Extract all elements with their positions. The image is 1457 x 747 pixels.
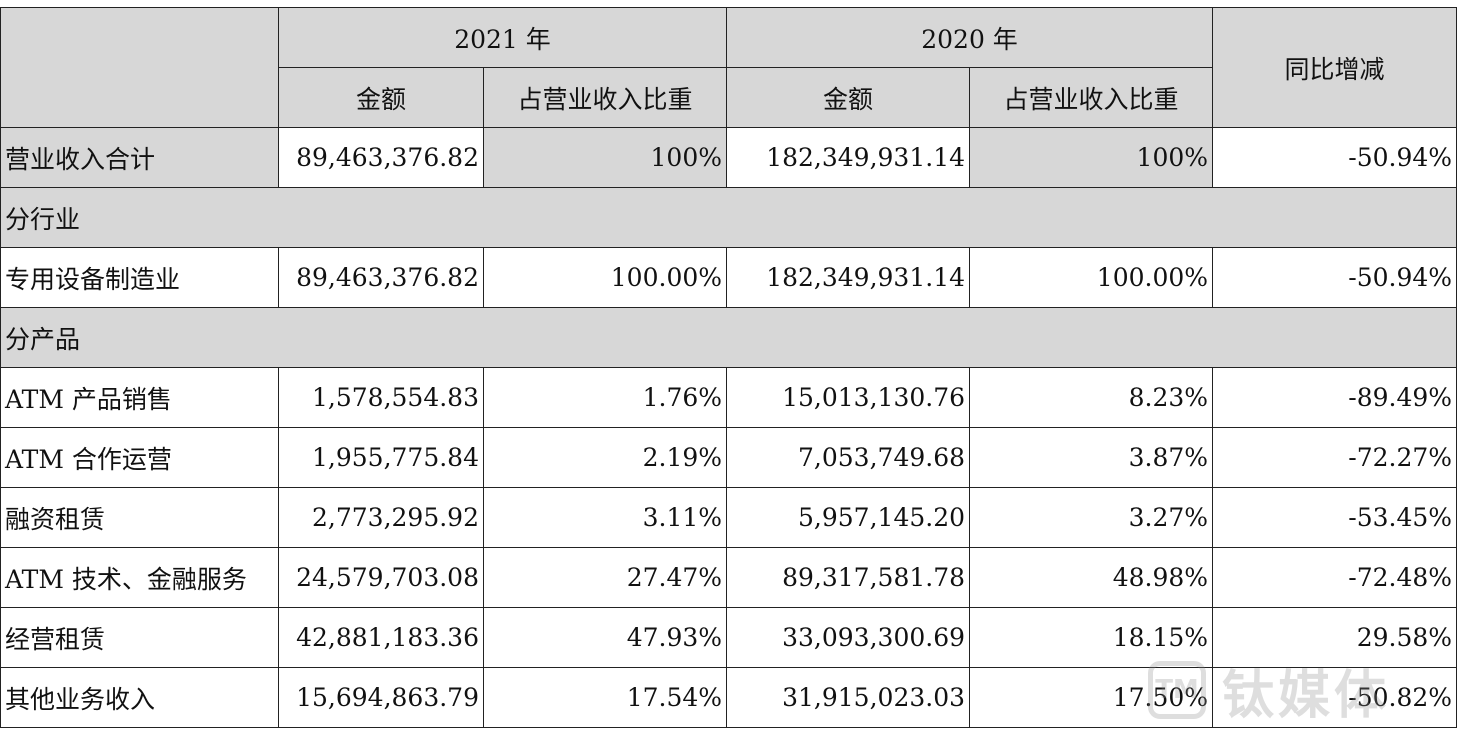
row-yoy: -53.45% [1212,487,1457,548]
row-amount-2020: 182,349,931.14 [726,247,971,308]
row-ratio-2020: 3.87% [969,427,1214,488]
table-row: ATM 产品销售 1,578,554.83 1.76% 15,013,130.7… [0,367,1457,428]
row-ratio-2020: 18.15% [969,607,1214,668]
header-row-columns: 金额 占营业收入比重 金额 占营业收入比重 [1,67,1457,128]
header-ratio-2021: 占营业收入比重 [482,67,728,128]
row-ratio-2021: 17.54% [482,667,728,728]
row-amount-2021: 15,694,863.79 [278,667,484,728]
header-corner-cell [0,7,279,128]
row-yoy: -72.48% [1212,547,1457,608]
row-ratio-2021: 1.76% [482,367,728,428]
table-row: 经营租赁 42,881,183.36 47.93% 33,093,300.69 … [0,607,1457,668]
row-yoy: -50.82% [1212,667,1457,728]
row-label: ATM 技术、金融服务 [0,547,279,608]
header-amount-2020: 金额 [726,67,971,128]
total-amount-2020: 182,349,931.14 [726,127,971,188]
row-label: 其他业务收入 [0,667,279,728]
row-amount-2021: 24,579,703.08 [278,547,484,608]
row-yoy: 29.58% [1212,607,1457,668]
row-ratio-2020: 100.00% [969,247,1214,308]
row-amount-2020: 5,957,145.20 [726,487,971,548]
header-year-2020: 2020 年 [726,7,1214,68]
row-ratio-2020: 17.50% [969,667,1214,728]
total-yoy: -50.94% [1212,127,1457,188]
row-yoy: -72.27% [1212,427,1457,488]
row-label: 专用设备制造业 [0,247,279,308]
row-amount-2021: 89,463,376.82 [278,247,484,308]
header-row-years: 2021 年 2020 年 同比增减 [0,7,1457,128]
table-row-total: 营业收入合计 89,463,376.82 100% 182,349,931.14… [0,127,1457,188]
section-row-product: 分产品 [0,307,1457,368]
header-ratio-2020: 占营业收入比重 [969,67,1214,128]
header-yoy: 同比增减 [1212,7,1457,128]
row-ratio-2020: 48.98% [969,547,1214,608]
table-row: ATM 技术、金融服务 24,579,703.08 27.47% 89,317,… [0,547,1457,608]
row-ratio-2021: 47.93% [482,607,728,668]
total-ratio-2020: 100% [969,127,1214,188]
header-amount-2021: 金额 [278,67,484,128]
revenue-composition-table: 2021 年 2020 年 同比增减 金额 占营业收入比重 金额 占营业收入比重… [0,7,1457,728]
row-amount-2021: 1,955,775.84 [278,427,484,488]
row-yoy: -89.49% [1212,367,1457,428]
section-industry-label: 分行业 [0,187,1457,248]
row-amount-2021: 42,881,183.36 [278,607,484,668]
header-year-2021: 2021 年 [277,7,728,68]
table-row: ATM 合作运营 1,955,775.84 2.19% 7,053,749.68… [0,427,1457,488]
table-row: 融资租赁 2,773,295.92 3.11% 5,957,145.20 3.2… [0,487,1457,548]
section-row-industry: 分行业 [0,187,1457,248]
row-amount-2020: 33,093,300.69 [726,607,971,668]
section-product-label: 分产品 [0,307,1457,368]
row-label: 经营租赁 [0,607,279,668]
total-ratio-2021: 100% [482,127,728,188]
row-amount-2020: 15,013,130.76 [726,367,971,428]
row-ratio-2021: 27.47% [482,547,728,608]
table-row: 专用设备制造业 89,463,376.82 100.00% 182,349,93… [0,247,1457,308]
row-amount-2020: 89,317,581.78 [726,547,971,608]
row-amount-2021: 2,773,295.92 [278,487,484,548]
total-label: 营业收入合计 [0,127,279,188]
row-yoy: -50.94% [1212,247,1457,308]
row-amount-2020: 7,053,749.68 [726,427,971,488]
row-label: 融资租赁 [0,487,279,548]
row-amount-2020: 31,915,023.03 [726,667,971,728]
row-ratio-2020: 8.23% [969,367,1214,428]
row-ratio-2021: 2.19% [482,427,728,488]
row-ratio-2021: 3.11% [482,487,728,548]
row-label: ATM 产品销售 [0,367,279,428]
row-label: ATM 合作运营 [0,427,279,488]
row-ratio-2020: 3.27% [969,487,1214,548]
row-ratio-2021: 100.00% [482,247,728,308]
total-amount-2021: 89,463,376.82 [278,127,484,188]
table-row: 其他业务收入 15,694,863.79 17.54% 31,915,023.0… [0,667,1457,728]
row-amount-2021: 1,578,554.83 [278,367,484,428]
